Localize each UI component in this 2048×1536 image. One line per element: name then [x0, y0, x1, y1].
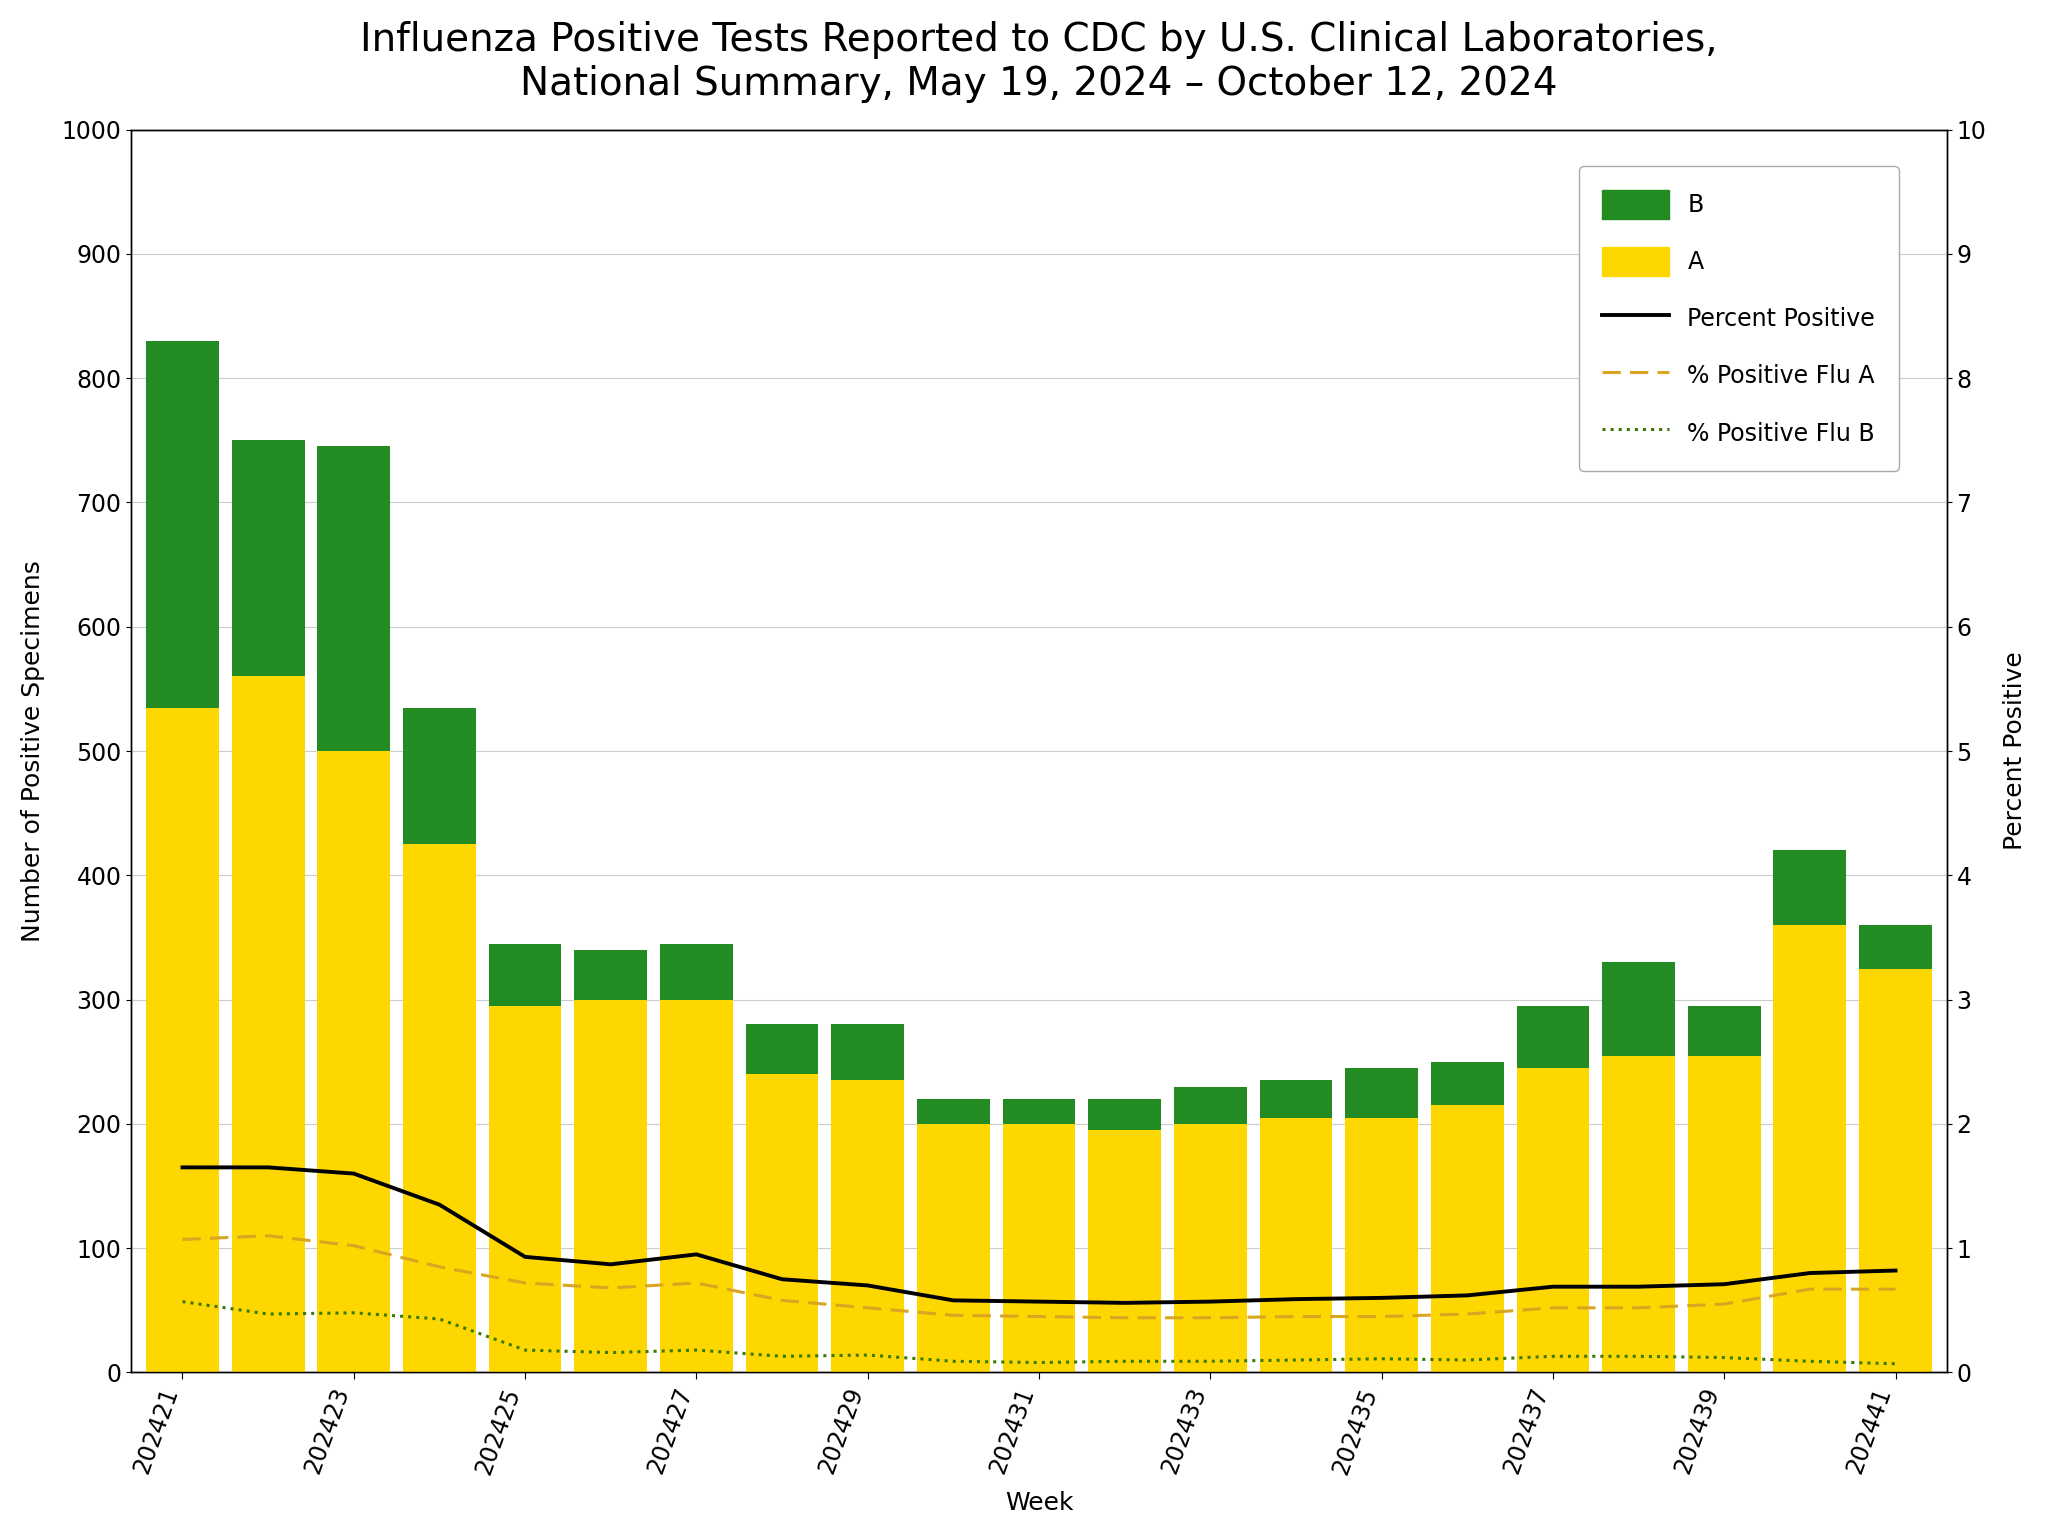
Bar [1516, 1006, 1589, 1068]
Y-axis label: Percent Positive: Percent Positive [2003, 651, 2028, 851]
Bar [918, 1124, 989, 1373]
Bar [1346, 1068, 1417, 1118]
Bar [145, 708, 219, 1373]
Bar [1860, 969, 1931, 1373]
Bar [573, 1000, 647, 1373]
Bar [659, 943, 733, 1000]
Bar [1346, 1118, 1417, 1373]
Legend: B, A, Percent Positive, % Positive Flu A, % Positive Flu B: B, A, Percent Positive, % Positive Flu A… [1579, 166, 1898, 472]
Bar [489, 943, 561, 1006]
Bar [1516, 1068, 1589, 1373]
Bar [1260, 1118, 1333, 1373]
X-axis label: Week: Week [1006, 1491, 1073, 1514]
Bar [831, 1080, 903, 1373]
Bar [1602, 1055, 1675, 1373]
Bar [145, 341, 219, 708]
Bar [1602, 962, 1675, 1055]
Bar [1432, 1061, 1503, 1106]
Bar [1774, 925, 1845, 1373]
Bar [1087, 1130, 1161, 1373]
Bar [745, 1074, 819, 1373]
Bar [745, 1025, 819, 1074]
Bar [1860, 925, 1931, 969]
Bar [1174, 1124, 1247, 1373]
Bar [831, 1025, 903, 1080]
Bar [1432, 1106, 1503, 1373]
Bar [1774, 851, 1845, 925]
Bar [403, 708, 475, 845]
Bar [231, 676, 305, 1373]
Bar [573, 949, 647, 1000]
Bar [1004, 1124, 1075, 1373]
Bar [1174, 1086, 1247, 1124]
Bar [659, 1000, 733, 1373]
Bar [1260, 1080, 1333, 1118]
Bar [317, 751, 391, 1373]
Bar [1087, 1100, 1161, 1130]
Bar [489, 1006, 561, 1373]
Y-axis label: Number of Positive Specimens: Number of Positive Specimens [20, 561, 45, 942]
Title: Influenza Positive Tests Reported to CDC by U.S. Clinical Laboratories,
National: Influenza Positive Tests Reported to CDC… [360, 22, 1718, 103]
Bar [918, 1100, 989, 1124]
Bar [1688, 1055, 1761, 1373]
Bar [403, 845, 475, 1373]
Bar [231, 441, 305, 676]
Bar [317, 447, 391, 751]
Bar [1688, 1006, 1761, 1055]
Bar [1004, 1100, 1075, 1124]
